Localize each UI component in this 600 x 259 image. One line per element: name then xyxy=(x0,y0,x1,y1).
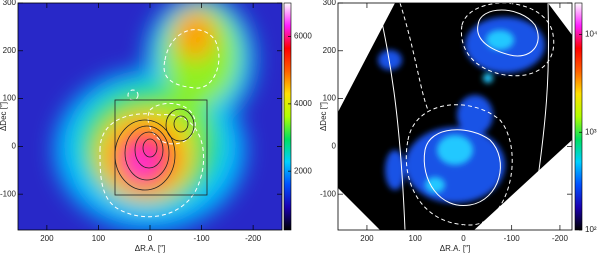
x-tick-label: 100 xyxy=(409,234,423,243)
y-tick-label: -100 xyxy=(0,189,17,198)
intensity-map xyxy=(18,3,282,230)
x-tick-label: -100 xyxy=(504,234,521,243)
x-tick-label: -200 xyxy=(552,234,569,243)
x-tick-label: 200 xyxy=(40,234,54,243)
y-tick-label: 300 xyxy=(323,0,337,7)
plot-frame xyxy=(337,2,573,231)
colorbar-tick-label: 2000 xyxy=(294,166,312,175)
intensity-map xyxy=(338,3,572,230)
colorbar xyxy=(283,2,292,231)
colorbar xyxy=(574,2,583,231)
y-tick-label: -100 xyxy=(320,189,337,198)
y-axis-label: ΔDec [″] xyxy=(0,102,8,131)
y-tick-label: 0 xyxy=(12,141,17,150)
y-tick-label: 300 xyxy=(3,0,17,7)
x-tick-label: -200 xyxy=(245,234,262,243)
y-tick-label: 100 xyxy=(3,94,17,103)
colorbar-tick-label: 10² xyxy=(585,225,597,234)
x-axis-label: ΔR.A. [″] xyxy=(440,244,470,253)
y-tick-label: 0 xyxy=(332,141,337,150)
x-tick-label: 0 xyxy=(148,234,153,243)
x-axis-label: ΔR.A. [″] xyxy=(135,244,165,253)
x-tick-label: -100 xyxy=(194,234,211,243)
colorbar-tick-label: 6000 xyxy=(294,32,312,41)
y-tick-label: 100 xyxy=(323,94,337,103)
x-tick-label: 0 xyxy=(461,234,466,243)
colorbar-tick-label: 10³ xyxy=(585,127,597,136)
colorbar-tick-label: 4000 xyxy=(294,99,312,108)
y-tick-label: 200 xyxy=(3,46,17,55)
x-tick-label: 200 xyxy=(360,234,374,243)
colorbar-tick-label: 10⁴ xyxy=(585,30,598,39)
x-tick-label: 100 xyxy=(92,234,106,243)
y-axis-label: ΔDec [″] xyxy=(319,102,328,131)
y-tick-label: 200 xyxy=(323,46,337,55)
